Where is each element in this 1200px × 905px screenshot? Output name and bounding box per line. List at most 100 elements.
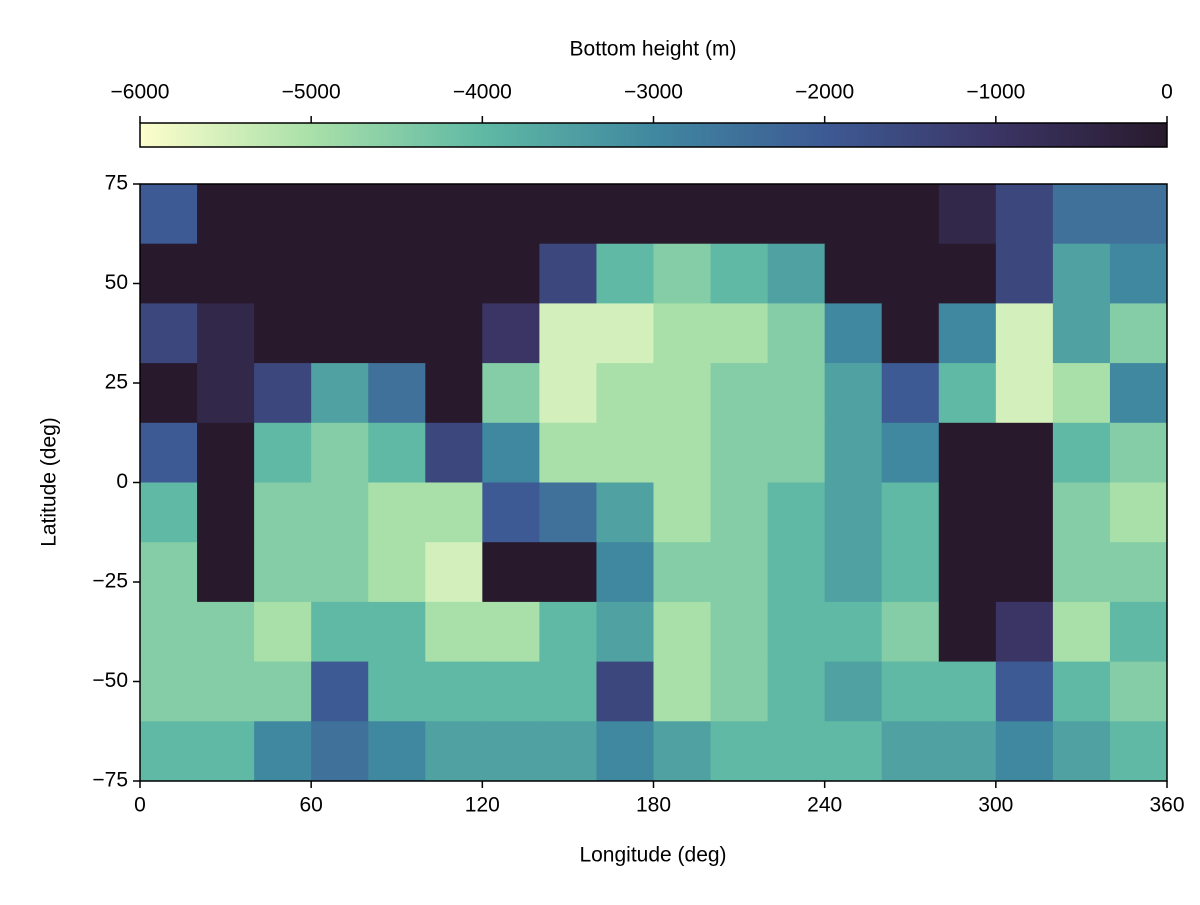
- x-tick-label: 120: [465, 794, 500, 817]
- heatmap-cell: [368, 601, 426, 663]
- heatmap-cell: [596, 542, 654, 603]
- heatmap-cell: [368, 303, 426, 364]
- heatmap-cell: [596, 303, 654, 364]
- heatmap-cell: [995, 363, 1054, 424]
- heatmap-cell: [995, 243, 1054, 304]
- heatmap-cell: [596, 721, 654, 782]
- heatmap-cell: [881, 243, 940, 304]
- y-tick-label: 50: [105, 271, 128, 294]
- heatmap-cell: [482, 542, 540, 603]
- heatmap-cell: [710, 721, 769, 782]
- heatmap-cell: [596, 363, 654, 424]
- heatmap-cell: [767, 601, 826, 663]
- heatmap-cell: [1052, 482, 1111, 543]
- heatmap-cell: [425, 243, 483, 304]
- heatmap-cell: [482, 363, 540, 424]
- heatmap-cell: [254, 303, 312, 364]
- heatmap-cell: [938, 601, 997, 663]
- heatmap-cell: [482, 482, 540, 543]
- heatmap-cell: [311, 721, 369, 782]
- heatmap-cell: [140, 184, 198, 245]
- heatmap-cell: [1109, 661, 1168, 722]
- heatmap-cell: [140, 601, 198, 663]
- heatmap-cell: [140, 542, 198, 603]
- heatmap-cell: [254, 721, 312, 782]
- heatmap-cell: [140, 243, 198, 304]
- heatmap-cell: [1052, 422, 1111, 483]
- heatmap-cell: [881, 303, 940, 364]
- colorbar-tick-label: −6000: [111, 81, 170, 104]
- heatmap-cell: [938, 661, 997, 722]
- heatmap-cell: [653, 721, 712, 782]
- heatmap-cell: [881, 422, 940, 483]
- heatmap-cell: [425, 721, 483, 782]
- heatmap-cell: [482, 721, 540, 782]
- heatmap-cell: [767, 303, 826, 364]
- heatmap-cell: [311, 482, 369, 543]
- heatmap-cell: [881, 542, 940, 603]
- heatmap-cell: [539, 184, 597, 245]
- heatmap-cell: [539, 243, 597, 304]
- heatmap-cell: [254, 363, 312, 424]
- heatmap-cell: [539, 661, 597, 722]
- heatmap-cell: [1052, 303, 1111, 364]
- heatmap-cell: [1109, 363, 1168, 424]
- heatmap-cell: [368, 422, 426, 483]
- heatmap-cell: [767, 542, 826, 603]
- heatmap-cell: [311, 363, 369, 424]
- heatmap-cell: [482, 184, 540, 245]
- x-tick-label: 360: [1149, 794, 1184, 817]
- heatmap-cell: [596, 422, 654, 483]
- heatmap-cell: [653, 482, 712, 543]
- colorbar-tick-label: −5000: [282, 81, 341, 104]
- heatmap-cell: [197, 721, 255, 782]
- heatmap-cell: [938, 184, 997, 245]
- heatmap-cell: [368, 243, 426, 304]
- heatmap-cell: [197, 303, 255, 364]
- x-tick-label: 0: [134, 794, 146, 817]
- heatmap-cell: [539, 601, 597, 663]
- heatmap-cell: [539, 482, 597, 543]
- heatmap-cell: [539, 422, 597, 483]
- colorbar-tick-label: −1000: [966, 81, 1025, 104]
- x-axis-label: Longitude (deg): [579, 844, 726, 867]
- heatmap-cell: [1109, 601, 1168, 663]
- x-tick-label: 60: [299, 794, 322, 817]
- y-axis-label: Latitude (deg): [38, 417, 61, 547]
- heatmap-cell: [995, 542, 1054, 603]
- heatmap-cell: [254, 542, 312, 603]
- heatmap-cell: [1052, 542, 1111, 603]
- heatmap-cell: [311, 243, 369, 304]
- heatmap-cell: [938, 243, 997, 304]
- heatmap-cell: [425, 601, 483, 663]
- heatmap-cell: [482, 661, 540, 722]
- heatmap-cell: [596, 243, 654, 304]
- heatmap-cell: [824, 184, 883, 245]
- heatmap-cell: [197, 363, 255, 424]
- heatmap-cell: [140, 721, 198, 782]
- heatmap-cell: [311, 601, 369, 663]
- heatmap-cell: [197, 542, 255, 603]
- heatmap-cell: [653, 661, 712, 722]
- heatmap-cell: [767, 184, 826, 245]
- heatmap-cell: [197, 243, 255, 304]
- heatmap-cell: [539, 303, 597, 364]
- heatmap-cell: [710, 601, 769, 663]
- heatmap-cell: [710, 243, 769, 304]
- heatmap-cell: [140, 482, 198, 543]
- colorbar-tick-label: −3000: [624, 81, 683, 104]
- heatmap-cell: [1109, 422, 1168, 483]
- y-tick-label: 0: [116, 470, 128, 493]
- heatmap-cell: [596, 184, 654, 245]
- heatmap-cell: [767, 363, 826, 424]
- heatmap-cell: [1109, 721, 1168, 782]
- heatmap-cell: [995, 303, 1054, 364]
- heatmap-cell: [938, 542, 997, 603]
- heatmap-cell: [824, 542, 883, 603]
- heatmap-cell: [995, 661, 1054, 722]
- heatmap-cell: [881, 661, 940, 722]
- heatmap-cell: [1052, 243, 1111, 304]
- heatmap-cell: [368, 542, 426, 603]
- heatmap-cell: [197, 601, 255, 663]
- heatmap-cell: [824, 243, 883, 304]
